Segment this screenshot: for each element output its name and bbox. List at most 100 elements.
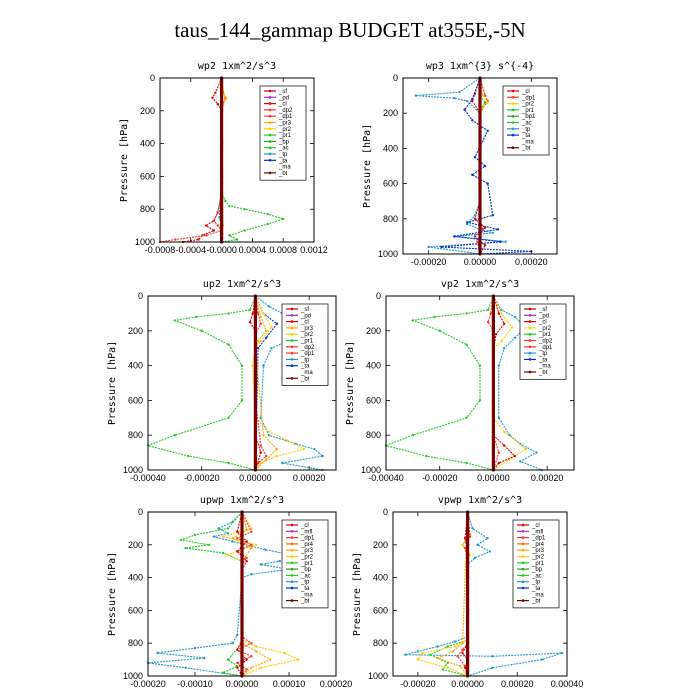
panel-3-point — [275, 322, 279, 325]
panel-5-point — [259, 563, 262, 566]
panel-2-xtick-label: 0.00020 — [515, 257, 548, 267]
panel-4-point — [486, 320, 490, 324]
panel-3-legend-marker — [290, 339, 294, 342]
panel-1-legend-label: _ma — [278, 165, 291, 171]
panel-4-ytick-label: 800 — [366, 430, 381, 440]
panel-2-point — [478, 217, 482, 221]
panel-3-legend-marker — [290, 320, 294, 323]
panel-6-point — [416, 658, 420, 661]
panel-2-legend-label: _cl — [521, 89, 530, 95]
panel-4-ytick-label: 400 — [366, 361, 381, 371]
panel-4-legend-label: _dp1 — [538, 345, 553, 351]
panel-5-legend-marker — [290, 561, 294, 565]
panel-5-point — [240, 576, 244, 580]
panel-3-point — [259, 444, 262, 447]
panel-5-point — [264, 548, 267, 551]
panel-5-xtick-label: 0.00000 — [226, 679, 259, 689]
panel-2-legend-label: _ta — [521, 133, 531, 139]
panel-6-point — [540, 658, 544, 661]
panel-2-ylabel: Pressure [hPa] — [362, 124, 373, 208]
panel-4-point — [497, 451, 500, 454]
panel-2-legend-label: _pr1 — [521, 108, 535, 114]
panel-2-point — [481, 94, 484, 97]
panel-6-legend-label: _bt — [531, 599, 541, 605]
panel-5-legend-marker — [290, 599, 294, 602]
panel-3-legend-label: _dp2 — [300, 345, 315, 351]
panel-6-legend-label: _ac — [531, 573, 542, 579]
panel-3-point — [251, 312, 254, 315]
panel-1-xtick-label: 0.0012 — [300, 245, 328, 255]
panel-6-legend-label: _bp — [531, 567, 543, 573]
panel-1-legend-marker — [268, 102, 272, 105]
panel-1-legend-label: _ac — [278, 146, 289, 152]
panel-6-point — [466, 576, 470, 580]
panel-3-xtick-label: 0.00000 — [239, 473, 272, 483]
panel-1-legend-marker — [268, 152, 272, 156]
panel-5-point — [236, 537, 239, 540]
panel-2-point — [453, 97, 456, 100]
panel-6-point — [461, 651, 464, 655]
panel-5-point — [203, 656, 206, 660]
panel-2-legend-marker — [511, 108, 515, 112]
panel-2: wp3 1xm^{3} s^{-4} Pressure [hPa] 0 200 400 6… — [362, 61, 558, 267]
panel-1-xtick-label: -0.0004 — [176, 245, 207, 255]
panel-6-point — [421, 651, 424, 655]
panel-1-point — [212, 219, 216, 222]
panel-2-point — [471, 99, 474, 103]
panel-1-legend-marker — [268, 146, 272, 149]
panel-4-point — [519, 460, 522, 463]
panel-2-point — [483, 244, 487, 247]
panel-6-point — [429, 653, 432, 656]
panel-1-legend-marker — [268, 165, 272, 168]
panel-1-legend-marker — [268, 108, 272, 112]
panel-5-point — [278, 560, 281, 563]
panel-5-legend: _cl_mfl_dp1_pr4_pr3_pr2_pr1_bp_ac_tp_ta_… — [281, 519, 329, 609]
panel-1-point — [222, 93, 226, 96]
panel-2-legend-marker — [511, 89, 515, 93]
panel-1-point — [235, 238, 239, 241]
panel-5-legend-label: _tp — [300, 580, 310, 586]
panel-6-point — [453, 645, 457, 648]
panel-5-point — [245, 658, 248, 661]
panel-5-point — [226, 658, 230, 661]
panel-2-ytick-label: 800 — [383, 214, 398, 224]
panel-6-point — [491, 666, 494, 669]
panel-4-point — [491, 329, 495, 333]
panel-3-ylabel: Pressure [hPa] — [107, 341, 118, 425]
panel-1-ylabel: Pressure [hPa] — [119, 118, 130, 202]
panel-3-point — [265, 329, 268, 332]
panel-1-legend-marker — [268, 159, 272, 162]
panel-3-point — [253, 433, 257, 437]
panel-6-legend-marker — [521, 530, 525, 533]
panel-5-point — [236, 530, 239, 533]
panel-6-point — [436, 656, 439, 660]
panel-4-legend-marker — [528, 320, 532, 323]
panel-4-legend-label: _dp2 — [538, 339, 553, 345]
panel-4-point — [489, 312, 492, 315]
panel-1-legend-label: _pd — [278, 95, 289, 101]
panel-2-legend: _cl_dp1_pr2_pr1_bp1_ac_tp_ta_ma_bt — [502, 85, 550, 156]
panel-6-point — [476, 543, 479, 546]
panel-1-xtick-label: -0.0008 — [145, 245, 176, 255]
panel-1-legend-marker — [268, 121, 272, 124]
panel-2-ytick-label: 400 — [383, 143, 398, 153]
panel-6-point — [473, 556, 477, 560]
panel-3-legend-label: _cl — [300, 320, 309, 326]
panel-3-point — [248, 320, 252, 324]
panel-3-legend-label: _bt — [300, 376, 310, 382]
panel-3-point — [262, 434, 265, 437]
panel-2-point — [486, 182, 489, 185]
panel-3-ytick-label: 800 — [128, 430, 143, 440]
panel-4-point — [535, 451, 538, 454]
figure-title: taus_144_gammap BUDGET at355E,-5N — [174, 18, 526, 42]
panel-3-legend-marker — [290, 358, 294, 361]
panel-2-point — [471, 173, 474, 176]
panel-3-legend-label: _tp — [300, 357, 310, 363]
panel-1-legend-label: _tp — [278, 152, 288, 158]
panel-4-xtick-label: -0.00020 — [422, 473, 458, 483]
panel-3-point — [265, 336, 268, 339]
panel-4-point — [524, 447, 527, 451]
panel-1-legend-box — [259, 85, 307, 181]
panel-4-legend-marker — [528, 332, 532, 336]
panel-5-point — [245, 556, 248, 560]
